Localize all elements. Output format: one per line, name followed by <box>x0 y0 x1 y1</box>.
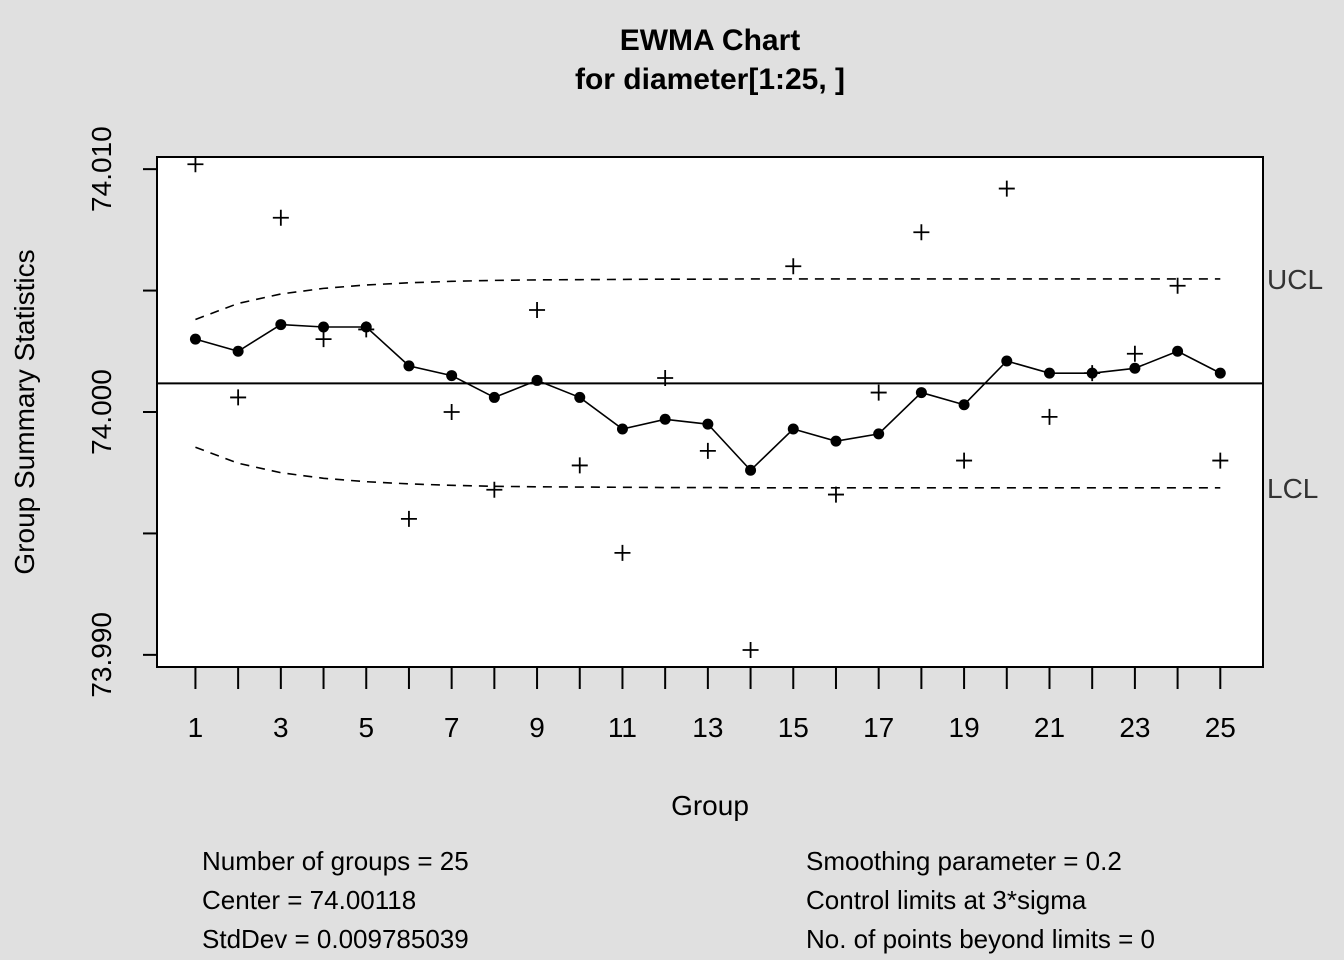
ewma-point <box>958 399 970 411</box>
group-stat-point <box>571 457 588 474</box>
ewma-point <box>574 391 586 403</box>
ucl-line <box>195 278 1221 321</box>
group-stat-point <box>486 481 503 498</box>
group-stat-point <box>1126 345 1143 362</box>
y-axis-title: Group Summary Statistics <box>9 249 40 574</box>
ewma-point <box>1001 355 1013 367</box>
x-tick-label: 23 <box>1119 712 1150 743</box>
group-stat-point <box>956 452 973 469</box>
ucl-label: UCL <box>1267 264 1323 295</box>
y-tick-label: 74.010 <box>86 126 117 212</box>
lcl-label: LCL <box>1267 473 1318 504</box>
group-stat-point <box>870 384 887 401</box>
y-axis: 73.990 74.000 74.010 <box>86 126 157 698</box>
smoothing-parameter: Smoothing parameter = 0.2 <box>806 846 1122 876</box>
group-stat-point <box>785 258 802 275</box>
x-tick-label: 5 <box>358 712 374 743</box>
group-stat-point <box>529 302 546 318</box>
ewma-point <box>1172 345 1184 357</box>
ewma-point <box>616 423 628 435</box>
group-stat-point <box>187 156 204 173</box>
ewma-point <box>531 374 543 386</box>
control-limits <box>195 278 1221 489</box>
ewma-point <box>659 413 671 425</box>
x-axis: 1 3 5 7 9 11 13 15 17 19 21 23 25 <box>188 667 1236 743</box>
group-stat-point <box>400 510 417 527</box>
group-stat-point <box>1212 452 1229 469</box>
chart-subtitle: for diameter[1:25, ] <box>575 63 845 96</box>
group-stat-point <box>657 370 674 386</box>
group-stat-point <box>443 404 460 420</box>
ewma-point <box>702 418 714 430</box>
group-stat-point <box>827 486 844 503</box>
x-tick-label: 21 <box>1034 712 1065 743</box>
x-tick-label: 7 <box>444 712 460 743</box>
ewma-point <box>232 345 244 357</box>
center-value: Center = 74.00118 <box>202 885 417 915</box>
group-stat-point <box>699 442 716 459</box>
group-stat-point <box>1041 408 1058 425</box>
ewma-point <box>1086 367 1098 379</box>
points-beyond-limits: No. of points beyond limits = 0 <box>806 924 1156 954</box>
x-tick-label: 9 <box>529 712 545 743</box>
ewma-point <box>189 333 201 345</box>
group-stat-point <box>230 389 247 406</box>
group-stat-point <box>998 180 1015 197</box>
ewma-point <box>446 370 458 382</box>
plot-area <box>157 157 1263 667</box>
x-tick-label: 17 <box>863 712 894 743</box>
ewma-point <box>873 428 885 440</box>
ewma-series <box>189 319 1226 476</box>
stddev-value: StdDev = 0.009785039 <box>202 924 469 954</box>
ewma-point <box>403 360 415 372</box>
x-tick-label: 1 <box>188 712 204 743</box>
x-tick-label: 3 <box>273 712 289 743</box>
summary-stats-left: Number of groups = 25 Center = 74.00118 … <box>202 842 469 959</box>
y-tick-label: 73.990 <box>86 612 117 698</box>
group-stat-point <box>913 224 930 241</box>
group-stat-point <box>742 642 759 658</box>
ewma-point <box>915 387 927 399</box>
control-limits-info: Control limits at 3*sigma <box>806 885 1087 915</box>
summary-stats-right: Smoothing parameter = 0.2 Control limits… <box>806 842 1155 959</box>
x-tick-label: 13 <box>692 712 723 743</box>
chart-title: EWMA Chart <box>620 24 801 57</box>
group-stat-point <box>1169 277 1186 294</box>
group-stat-point <box>315 331 332 348</box>
y-tick-label: 74.000 <box>86 369 117 455</box>
ewma-point <box>275 319 287 331</box>
ewma-point <box>488 391 500 403</box>
x-tick-label: 11 <box>608 712 637 743</box>
x-tick-label: 15 <box>778 712 809 743</box>
ewma-point <box>830 435 842 447</box>
ewma-point <box>318 321 330 333</box>
group-stat-point <box>614 544 631 561</box>
ewma-point <box>787 423 799 435</box>
ewma-point <box>1043 367 1055 379</box>
group-stat-point <box>272 209 289 226</box>
number-of-groups: Number of groups = 25 <box>202 846 469 876</box>
ewma-point <box>360 321 372 333</box>
x-tick-label: 19 <box>949 712 980 743</box>
ewma-point <box>1129 362 1141 374</box>
ewma-point <box>1214 367 1226 379</box>
x-axis-title: Group <box>671 790 749 821</box>
x-tick-label: 25 <box>1205 712 1236 743</box>
lcl-line <box>195 446 1221 489</box>
ewma-point <box>745 464 757 476</box>
